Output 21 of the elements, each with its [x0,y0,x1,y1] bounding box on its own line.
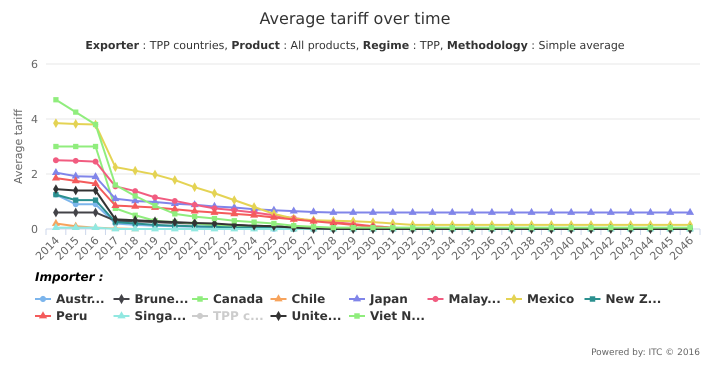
y-tick-label: 4 [31,113,38,126]
legend-label: Canada [213,292,264,306]
y-tick-label: 2 [31,168,38,181]
legend-label: New Z... [606,292,662,306]
text: Powered by: ITC © 2016 [591,348,700,358]
legend-label: Brune... [134,292,188,306]
legend-label: Mexico [527,292,574,306]
chart-title: Average tariff over time [260,9,450,28]
legend-label: Austr... [56,292,105,306]
legend-label: Chile [292,292,326,306]
legend-label: Unite... [292,309,342,323]
y-tick-label: 6 [31,58,38,71]
legend-label: Malay... [448,292,501,306]
legend-label: Japan [369,292,408,306]
legend-label: Viet N... [370,309,425,323]
legend-title: Importer : [35,270,104,284]
y-axis-title: Average tariff [12,108,25,184]
chart-subtitle: Exporter : TPP countries, Product : All products, Regime : TPP, Methodology : Simple average [85,39,625,52]
legend-label: Singa... [134,309,186,323]
legend-label: Peru [56,309,88,323]
y-tick-label: 0 [31,223,38,236]
